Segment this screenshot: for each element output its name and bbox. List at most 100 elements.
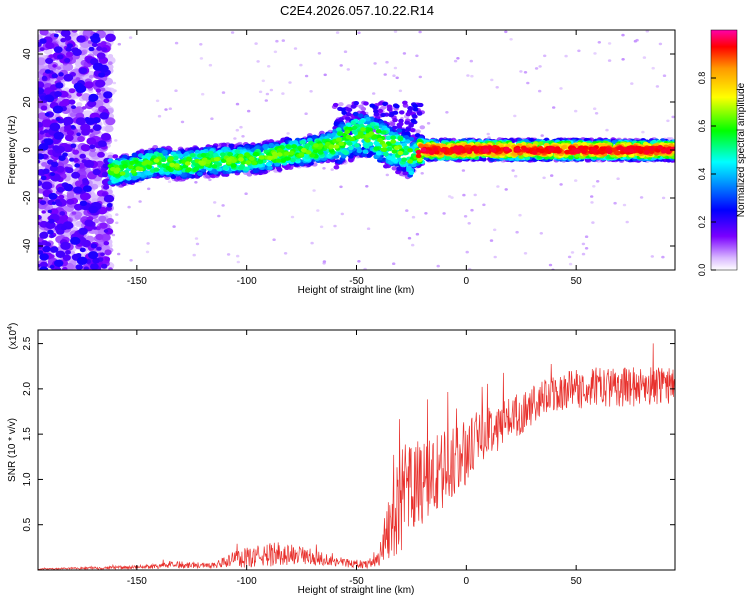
spectrogram-cell [41, 181, 53, 190]
spectrogram-cell [101, 263, 108, 269]
spectrogram-cell [390, 135, 397, 140]
spectrogram-cell [195, 242, 200, 246]
spectrogram-cell [146, 164, 153, 170]
spectrogram-cell [628, 148, 635, 154]
spectrogram-cell [160, 157, 167, 163]
spectrogram-cell [371, 135, 377, 140]
spectrogram-x-ticks: -150 -100 -50 0 50 [127, 30, 582, 287]
spectrogram-cell [439, 148, 446, 153]
spectrogram-cell [88, 205, 99, 214]
spectrogram-cell [648, 146, 655, 151]
spectrogram-cell [104, 249, 112, 256]
spectrogram-cell [366, 227, 371, 230]
spectrogram-cell [317, 150, 324, 155]
spectrogram-cell [402, 52, 407, 55]
spectrogram-cell [45, 57, 54, 64]
spectrogram-cell [74, 163, 81, 168]
spectrogram-cell [162, 149, 168, 155]
spectrogram-cell [38, 159, 41, 164]
spectrogram-cell [228, 143, 235, 148]
spectrogram-cell [103, 194, 115, 203]
spectrogram-cell [526, 81, 530, 85]
spectrogram-cell [55, 92, 61, 97]
spectrogram-cell [406, 165, 412, 171]
spectrogram-cell [590, 147, 597, 152]
spectrogram-cell [596, 180, 600, 183]
spectrogram-cell [81, 239, 91, 248]
spectrogram-cell [38, 81, 45, 89]
spectrogram-cell [233, 137, 237, 140]
spectrogram-cell [75, 117, 86, 126]
spectrogram-cell [180, 120, 185, 124]
spectrogram-cell [362, 149, 369, 154]
spectrogram-cell [364, 117, 371, 122]
spectrogram-cell [38, 250, 44, 255]
spectrogram-cell [380, 147, 387, 152]
spectrogram-cell [622, 203, 627, 207]
spectrogram-cell [79, 247, 86, 253]
spectrogram-cell [418, 143, 424, 149]
spectrogram-cell [411, 215, 416, 219]
spectrogram-cell [592, 185, 596, 188]
spectrogram-cell [91, 42, 98, 48]
spectrogram-cell [238, 165, 244, 170]
spectrogram-cell [358, 123, 365, 129]
spectrogram-cell [92, 33, 100, 39]
spectrogram-cell [103, 184, 110, 190]
spectrogram-cell [453, 148, 459, 153]
spectrogram-cell [40, 261, 48, 268]
spectrogram-cell [78, 227, 88, 235]
spectrogram-cell [345, 122, 352, 127]
spectrogram-cell [284, 151, 290, 156]
spectrogram-cell [113, 89, 117, 92]
spectrogram-cell [45, 42, 55, 50]
spectrogram-cell [607, 59, 612, 62]
spectrogram-cell [381, 105, 387, 110]
spectrogram-cell [416, 138, 423, 144]
x-tick-label: 0 [464, 276, 470, 287]
spectrogram-cell [39, 253, 49, 261]
spectrogram-cell [226, 157, 232, 162]
spectrogram-cell [415, 232, 420, 236]
spectrogram-cell [548, 147, 555, 152]
spectrogram-cell [615, 150, 621, 156]
spectrogram-cell [539, 232, 543, 235]
spectrogram-cell [338, 141, 345, 146]
spectrogram-cell [269, 88, 274, 92]
spectrogram-cell [597, 41, 601, 44]
spectrogram-cell [373, 146, 380, 151]
spectrogram-cell [113, 169, 120, 174]
spectrogram-cell [412, 104, 418, 109]
spectrogram-cell [238, 157, 244, 162]
spectrogram-cell [424, 212, 428, 215]
spectrogram-cell [486, 132, 490, 136]
spectrogram-cell [153, 167, 160, 172]
spectrogram-cell [76, 132, 81, 137]
spectrogram-cell [68, 88, 76, 94]
spectrogram-cell [192, 253, 196, 257]
spectrogram-cell [147, 149, 154, 155]
spectrogram-cell [357, 31, 361, 35]
spectrogram-cell [473, 146, 480, 151]
spectrogram-cell [122, 164, 128, 169]
spectrogram-cell [236, 254, 240, 258]
spectrogram-cell [42, 168, 50, 175]
spectrogram-cell [43, 129, 49, 134]
spectrogram-cell [45, 95, 55, 103]
spectrogram-cell [354, 143, 360, 148]
spectrogram-cell [66, 130, 75, 136]
spectrogram-cell [351, 125, 358, 130]
spectrogram-cell [466, 149, 473, 155]
spectrogram-cell [74, 214, 82, 220]
spectrogram-cell [343, 150, 349, 156]
spectrogram-cell [493, 228, 497, 232]
spectrogram-cell [76, 92, 82, 97]
spectrogram-cell [323, 73, 327, 77]
spectrogram-cell [172, 225, 176, 228]
spectrogram-cell [57, 54, 64, 60]
spectrogram-cell [265, 92, 270, 96]
spectrogram-cell [394, 104, 400, 109]
spectrogram-cell [213, 157, 220, 162]
spectrogram-cell [112, 81, 117, 85]
spectrogram-cell [92, 62, 104, 71]
